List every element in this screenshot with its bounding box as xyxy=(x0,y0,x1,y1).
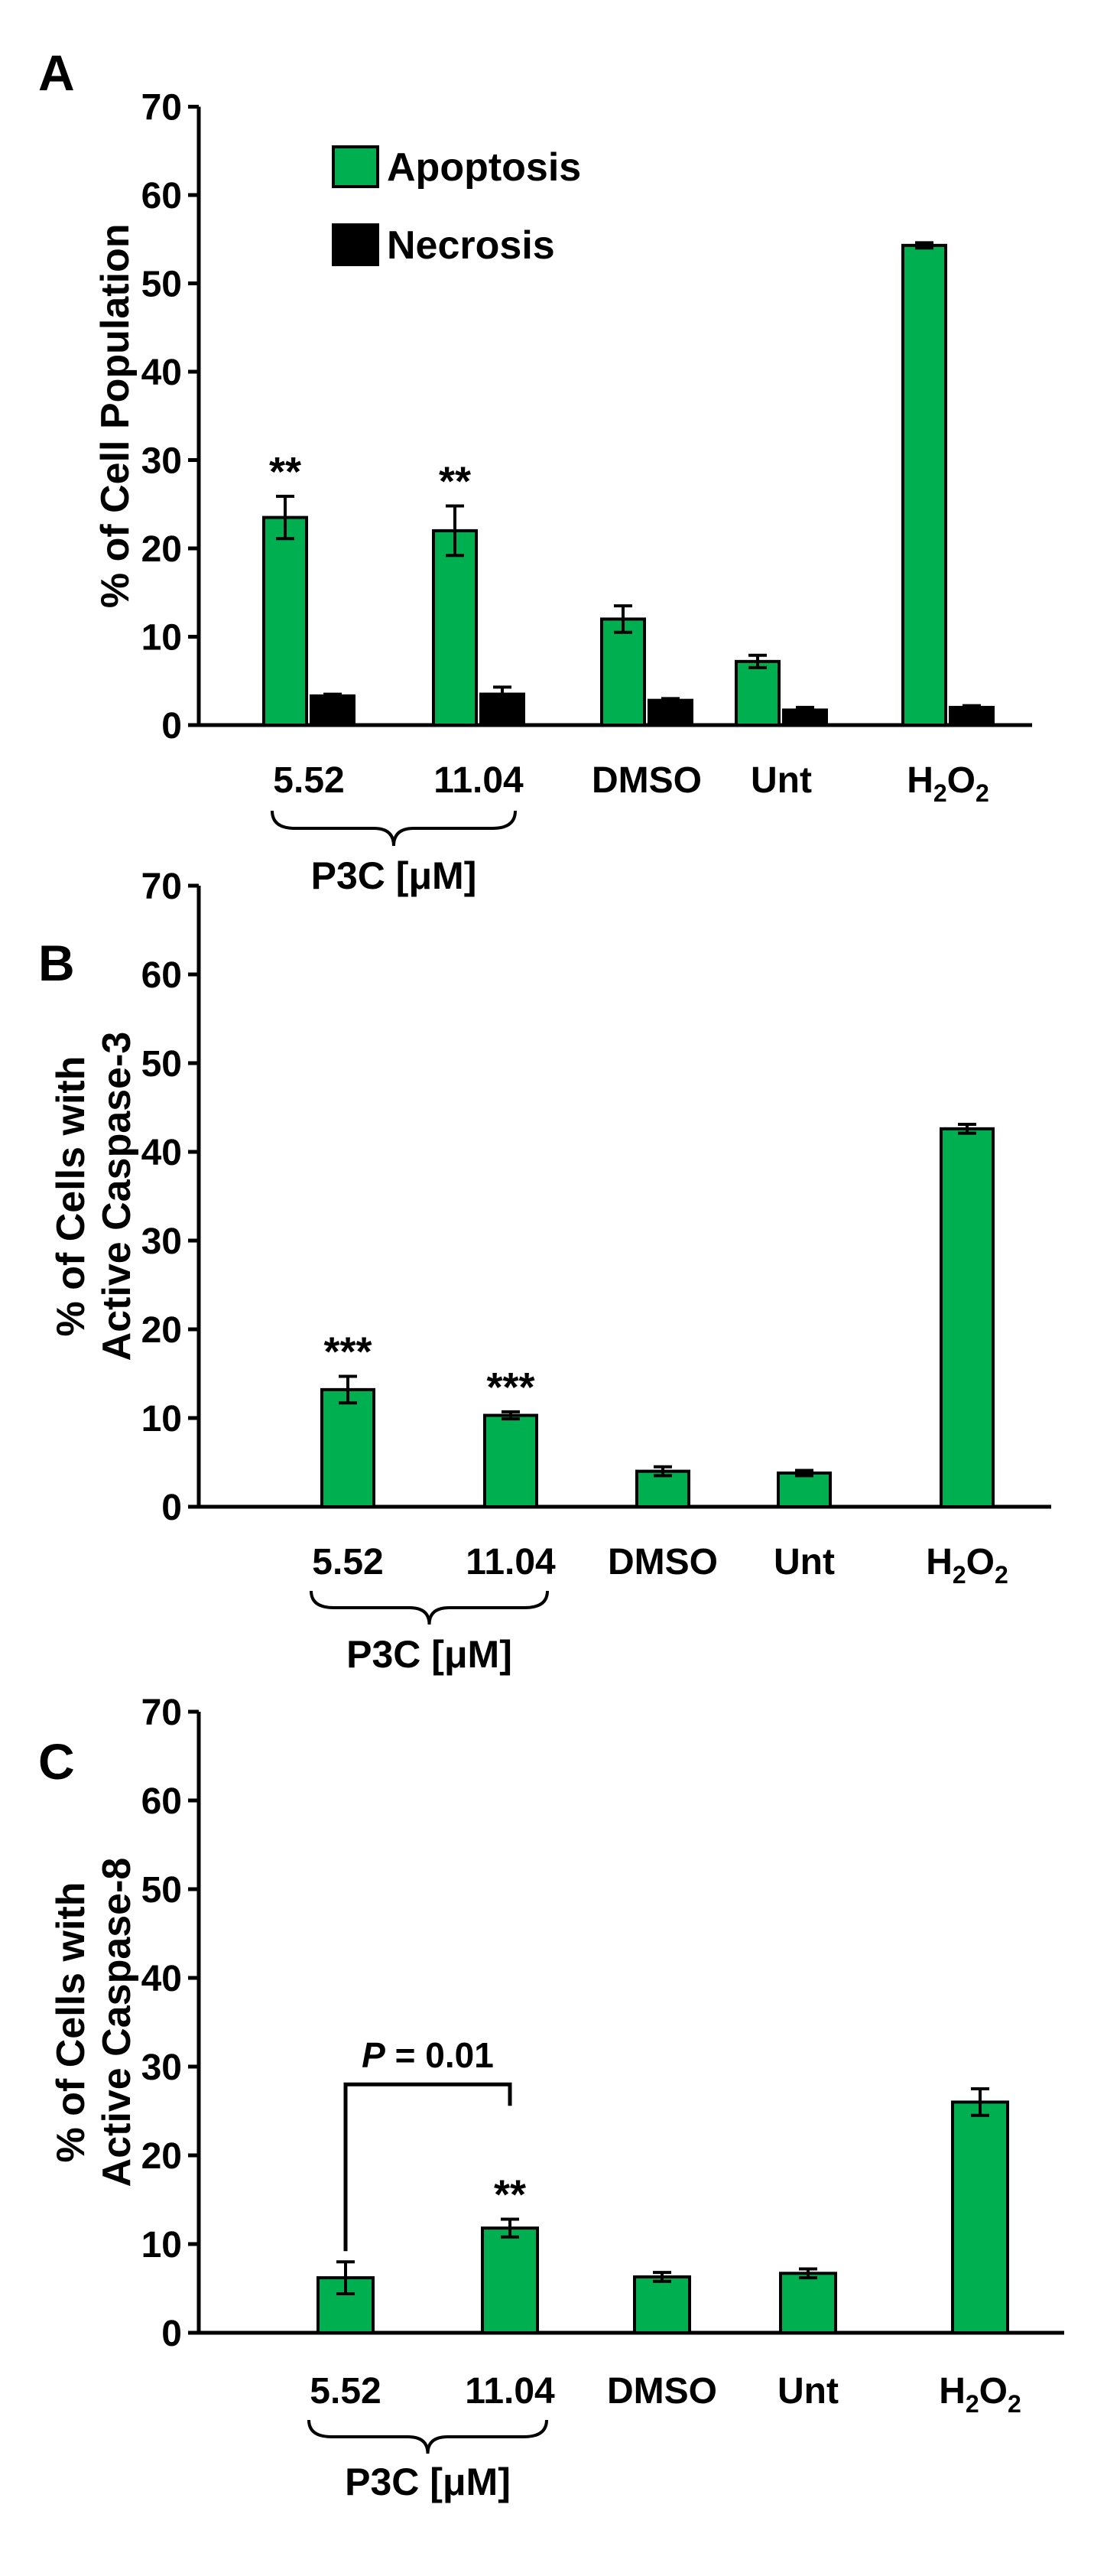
y-tick-label: 50 xyxy=(141,1044,182,1085)
bar xyxy=(481,2226,539,2335)
y-tick-label: 20 xyxy=(141,2136,182,2177)
group-label: P3C [μM] xyxy=(311,854,477,897)
y-tick-label: 30 xyxy=(141,1221,182,1262)
x-tick-label: DMSO xyxy=(592,760,702,801)
y-axis-title: Active Caspase-8 xyxy=(95,1858,139,2187)
x-tick-label-part: O xyxy=(947,760,976,801)
bar xyxy=(735,659,781,727)
significance-marker: *** xyxy=(486,1364,534,1410)
group-label: P3C [μM] xyxy=(346,1633,512,1676)
bar xyxy=(310,694,355,727)
x-tick-label: Unt xyxy=(774,1542,835,1582)
y-tick-label: 10 xyxy=(141,1399,182,1439)
y-axis-title: % of Cell Population xyxy=(93,223,138,608)
legend-swatch xyxy=(332,223,379,266)
panel-c: C 0 10 20 30 40 50 60 70 % of Cells with Active Ca… xyxy=(38,1693,1064,2503)
y-tick-label: 60 xyxy=(141,176,182,216)
bar xyxy=(940,1127,995,1508)
y-tick-label: 10 xyxy=(141,2225,182,2265)
bar xyxy=(901,243,947,727)
y-tick-label: 10 xyxy=(141,618,182,659)
x-tick-label: H2O2 xyxy=(907,760,989,807)
x-tick-label: 5.52 xyxy=(310,2371,381,2412)
p-value-p: P xyxy=(362,2035,385,2075)
y-tick-label: 70 xyxy=(141,88,182,128)
y-tick-label: 60 xyxy=(141,1781,182,1822)
y-axis-title: % of Cells with xyxy=(49,1056,93,1337)
y-tick-label: 40 xyxy=(141,1133,182,1173)
y-tick-label: 70 xyxy=(141,867,182,907)
comparison-bracket xyxy=(343,2082,512,2252)
y-tick-label: 40 xyxy=(141,353,182,393)
x-tick-label: 11.04 xyxy=(465,2371,555,2412)
y-tick-label: 60 xyxy=(141,955,182,996)
y-tick-label: 30 xyxy=(141,441,182,482)
y-tick-label: 20 xyxy=(141,529,182,570)
y-tick-label: 50 xyxy=(141,1870,182,1911)
x-tick-label: 5.52 xyxy=(273,760,344,801)
p-value-label: P = 0.01 xyxy=(362,2035,494,2075)
legend-label: Necrosis xyxy=(387,223,555,268)
y-tick-label: 0 xyxy=(161,2314,182,2354)
x-tick-label: Unt xyxy=(777,2371,839,2412)
significance-marker: *** xyxy=(323,1329,372,1374)
panel-b: B 0 10 20 30 40 50 60 70 % of Cells with Active Ca… xyxy=(38,867,1051,1676)
panel-letter: A xyxy=(38,44,75,101)
significance-marker: ** xyxy=(439,459,471,505)
x-tick-label: DMSO xyxy=(608,1542,718,1582)
p-value-text: = 0.01 xyxy=(385,2035,494,2075)
x-tick-label-part: 2 xyxy=(976,779,989,807)
panel-letter: B xyxy=(38,935,75,991)
x-tick-label-part: 2 xyxy=(933,779,947,807)
x-tick-label: H2O2 xyxy=(926,1542,1008,1589)
x-tick-label-part: O xyxy=(966,1542,995,1582)
x-tick-label: Unt xyxy=(751,760,812,801)
x-tick-label: 11.04 xyxy=(466,1542,556,1582)
bar xyxy=(483,1413,538,1509)
panel-letter: C xyxy=(38,1733,75,1790)
x-tick-label-part: O xyxy=(979,2371,1008,2412)
y-tick-label: 50 xyxy=(141,265,182,305)
x-tick-label: H2O2 xyxy=(939,2371,1021,2418)
legend-swatch xyxy=(332,145,379,188)
y-tick-label: 40 xyxy=(141,1959,182,1999)
x-tick-label: 5.52 xyxy=(312,1542,383,1582)
x-tick-label: 11.04 xyxy=(433,760,524,801)
y-tick-label: 0 xyxy=(161,1488,182,1528)
y-axis-title: % of Cells with xyxy=(49,1882,93,2163)
significance-marker: ** xyxy=(494,2172,526,2218)
y-tick-label: 30 xyxy=(141,2047,182,2088)
significance-marker: ** xyxy=(269,449,301,495)
bar xyxy=(633,2275,691,2334)
bar xyxy=(648,698,693,727)
group-brace xyxy=(271,810,517,847)
y-axis-title: Active Caspase-3 xyxy=(95,1032,139,1361)
x-tick-label-part: H xyxy=(939,2371,966,2412)
y-tick-label: 70 xyxy=(141,1693,182,1733)
x-tick-label-part: H xyxy=(926,1542,953,1582)
bar xyxy=(777,1471,832,1509)
bar xyxy=(951,2100,1009,2334)
legend-label: Apoptosis xyxy=(387,145,581,190)
group-brace xyxy=(307,2419,548,2454)
group-brace xyxy=(310,1590,549,1625)
bar xyxy=(600,617,646,727)
x-tick-label: DMSO xyxy=(607,2371,717,2412)
panel-a: A 0 10 20 30 40 50 60 70 % of Cell Population ** **… xyxy=(38,44,1032,897)
x-tick-label-part: 2 xyxy=(1008,2390,1021,2418)
y-tick-label: 20 xyxy=(141,1310,182,1351)
bar xyxy=(779,2272,837,2335)
bar xyxy=(432,529,478,727)
bar xyxy=(262,516,308,727)
bar xyxy=(320,1387,375,1508)
y-tick-label: 0 xyxy=(161,706,182,746)
x-tick-label-part: 2 xyxy=(966,2390,979,2418)
x-tick-label-part: 2 xyxy=(995,1561,1008,1589)
x-tick-label-part: 2 xyxy=(953,1561,966,1589)
group-label: P3C [μM] xyxy=(345,2461,511,2503)
x-tick-label-part: H xyxy=(907,760,933,801)
